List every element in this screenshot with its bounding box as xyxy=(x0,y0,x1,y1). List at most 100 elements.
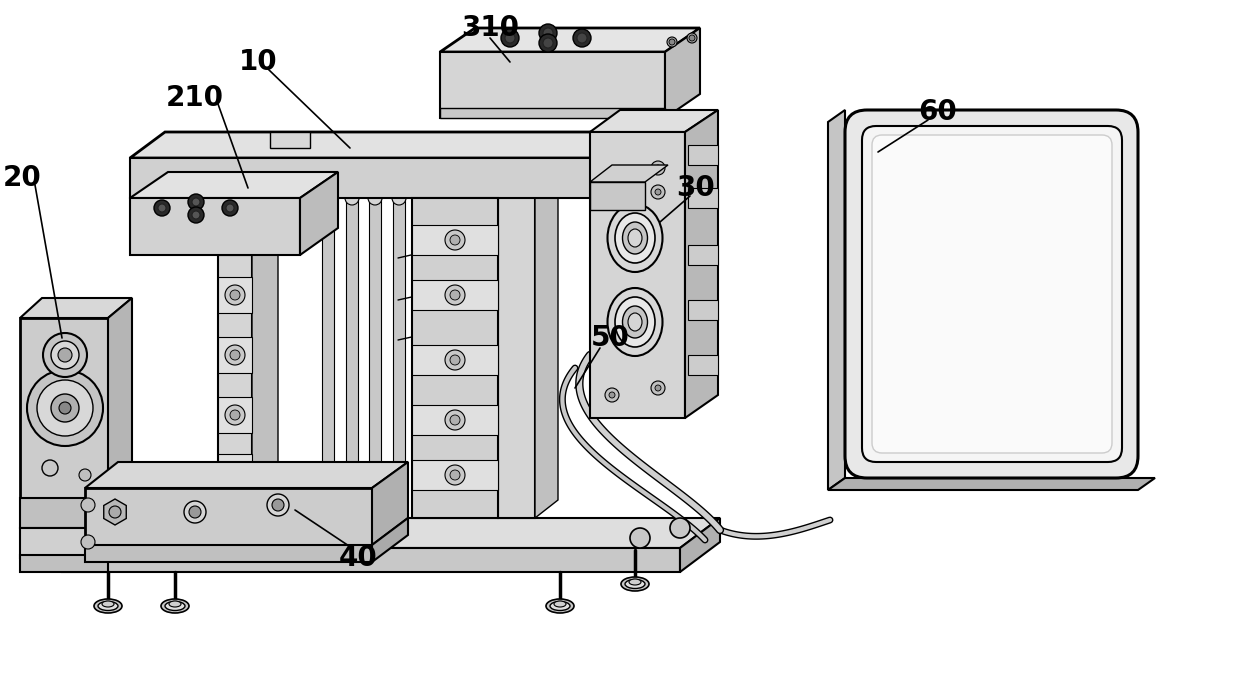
Polygon shape xyxy=(440,52,665,118)
Polygon shape xyxy=(372,518,408,562)
Polygon shape xyxy=(590,132,684,418)
Ellipse shape xyxy=(546,599,574,613)
Polygon shape xyxy=(218,277,252,313)
Circle shape xyxy=(224,345,246,365)
Circle shape xyxy=(79,469,91,481)
Circle shape xyxy=(192,211,200,219)
Polygon shape xyxy=(218,397,252,433)
Ellipse shape xyxy=(615,297,655,347)
Circle shape xyxy=(51,341,79,369)
Ellipse shape xyxy=(625,580,645,589)
Polygon shape xyxy=(108,298,131,498)
Polygon shape xyxy=(688,245,718,265)
Ellipse shape xyxy=(621,577,649,591)
FancyBboxPatch shape xyxy=(862,126,1122,462)
Circle shape xyxy=(609,392,615,398)
Ellipse shape xyxy=(102,601,114,607)
Circle shape xyxy=(222,200,238,216)
Circle shape xyxy=(226,204,234,212)
Polygon shape xyxy=(680,518,720,572)
Circle shape xyxy=(445,410,465,430)
Ellipse shape xyxy=(94,599,122,613)
Circle shape xyxy=(501,29,520,47)
Ellipse shape xyxy=(169,601,181,607)
Polygon shape xyxy=(393,198,405,518)
Circle shape xyxy=(577,33,587,43)
Circle shape xyxy=(154,200,170,216)
Ellipse shape xyxy=(622,306,647,338)
Text: 40: 40 xyxy=(339,544,377,572)
Polygon shape xyxy=(130,158,649,198)
Polygon shape xyxy=(412,405,498,435)
Circle shape xyxy=(345,511,360,525)
Polygon shape xyxy=(346,198,358,518)
Circle shape xyxy=(445,465,465,485)
Polygon shape xyxy=(590,182,645,210)
Polygon shape xyxy=(688,188,718,208)
Circle shape xyxy=(655,189,661,195)
Circle shape xyxy=(188,194,205,210)
Polygon shape xyxy=(688,145,718,165)
Polygon shape xyxy=(20,318,108,498)
Circle shape xyxy=(321,191,335,205)
Polygon shape xyxy=(104,499,126,525)
Polygon shape xyxy=(590,110,718,132)
Circle shape xyxy=(109,506,122,518)
Circle shape xyxy=(543,38,553,48)
Circle shape xyxy=(450,290,460,300)
Circle shape xyxy=(267,494,289,516)
Ellipse shape xyxy=(629,579,641,585)
Circle shape xyxy=(368,511,382,525)
Polygon shape xyxy=(20,555,108,572)
Ellipse shape xyxy=(554,601,565,607)
Circle shape xyxy=(43,333,87,377)
Polygon shape xyxy=(322,198,334,518)
Polygon shape xyxy=(412,225,498,255)
Ellipse shape xyxy=(615,213,655,263)
FancyBboxPatch shape xyxy=(872,135,1112,453)
Circle shape xyxy=(60,402,71,414)
Polygon shape xyxy=(20,298,131,318)
Polygon shape xyxy=(62,548,680,572)
Circle shape xyxy=(505,33,515,43)
Polygon shape xyxy=(370,198,381,518)
Circle shape xyxy=(27,370,103,446)
Circle shape xyxy=(670,39,675,45)
Polygon shape xyxy=(86,462,408,488)
Circle shape xyxy=(655,165,661,171)
Polygon shape xyxy=(498,172,534,518)
Polygon shape xyxy=(108,478,131,528)
Ellipse shape xyxy=(165,601,185,610)
Circle shape xyxy=(651,185,665,199)
Circle shape xyxy=(539,24,557,42)
Polygon shape xyxy=(688,355,718,375)
Text: 30: 30 xyxy=(677,174,715,202)
Polygon shape xyxy=(20,528,108,558)
Circle shape xyxy=(184,501,206,523)
Ellipse shape xyxy=(627,313,642,331)
Circle shape xyxy=(543,28,553,38)
Circle shape xyxy=(450,415,460,425)
Circle shape xyxy=(450,470,460,480)
Circle shape xyxy=(229,350,241,360)
Circle shape xyxy=(188,207,205,223)
Circle shape xyxy=(368,191,382,205)
Text: 50: 50 xyxy=(590,324,630,352)
Circle shape xyxy=(445,350,465,370)
Polygon shape xyxy=(130,132,684,158)
Circle shape xyxy=(51,394,79,422)
Polygon shape xyxy=(412,345,498,375)
Polygon shape xyxy=(218,255,252,518)
Circle shape xyxy=(655,385,661,391)
Circle shape xyxy=(450,355,460,365)
Polygon shape xyxy=(534,155,558,518)
Circle shape xyxy=(603,171,618,185)
Circle shape xyxy=(188,506,201,518)
Polygon shape xyxy=(665,28,701,118)
Circle shape xyxy=(392,191,405,205)
Polygon shape xyxy=(86,488,372,545)
Polygon shape xyxy=(300,172,339,255)
Circle shape xyxy=(229,290,241,300)
Polygon shape xyxy=(270,132,310,148)
Circle shape xyxy=(157,204,166,212)
